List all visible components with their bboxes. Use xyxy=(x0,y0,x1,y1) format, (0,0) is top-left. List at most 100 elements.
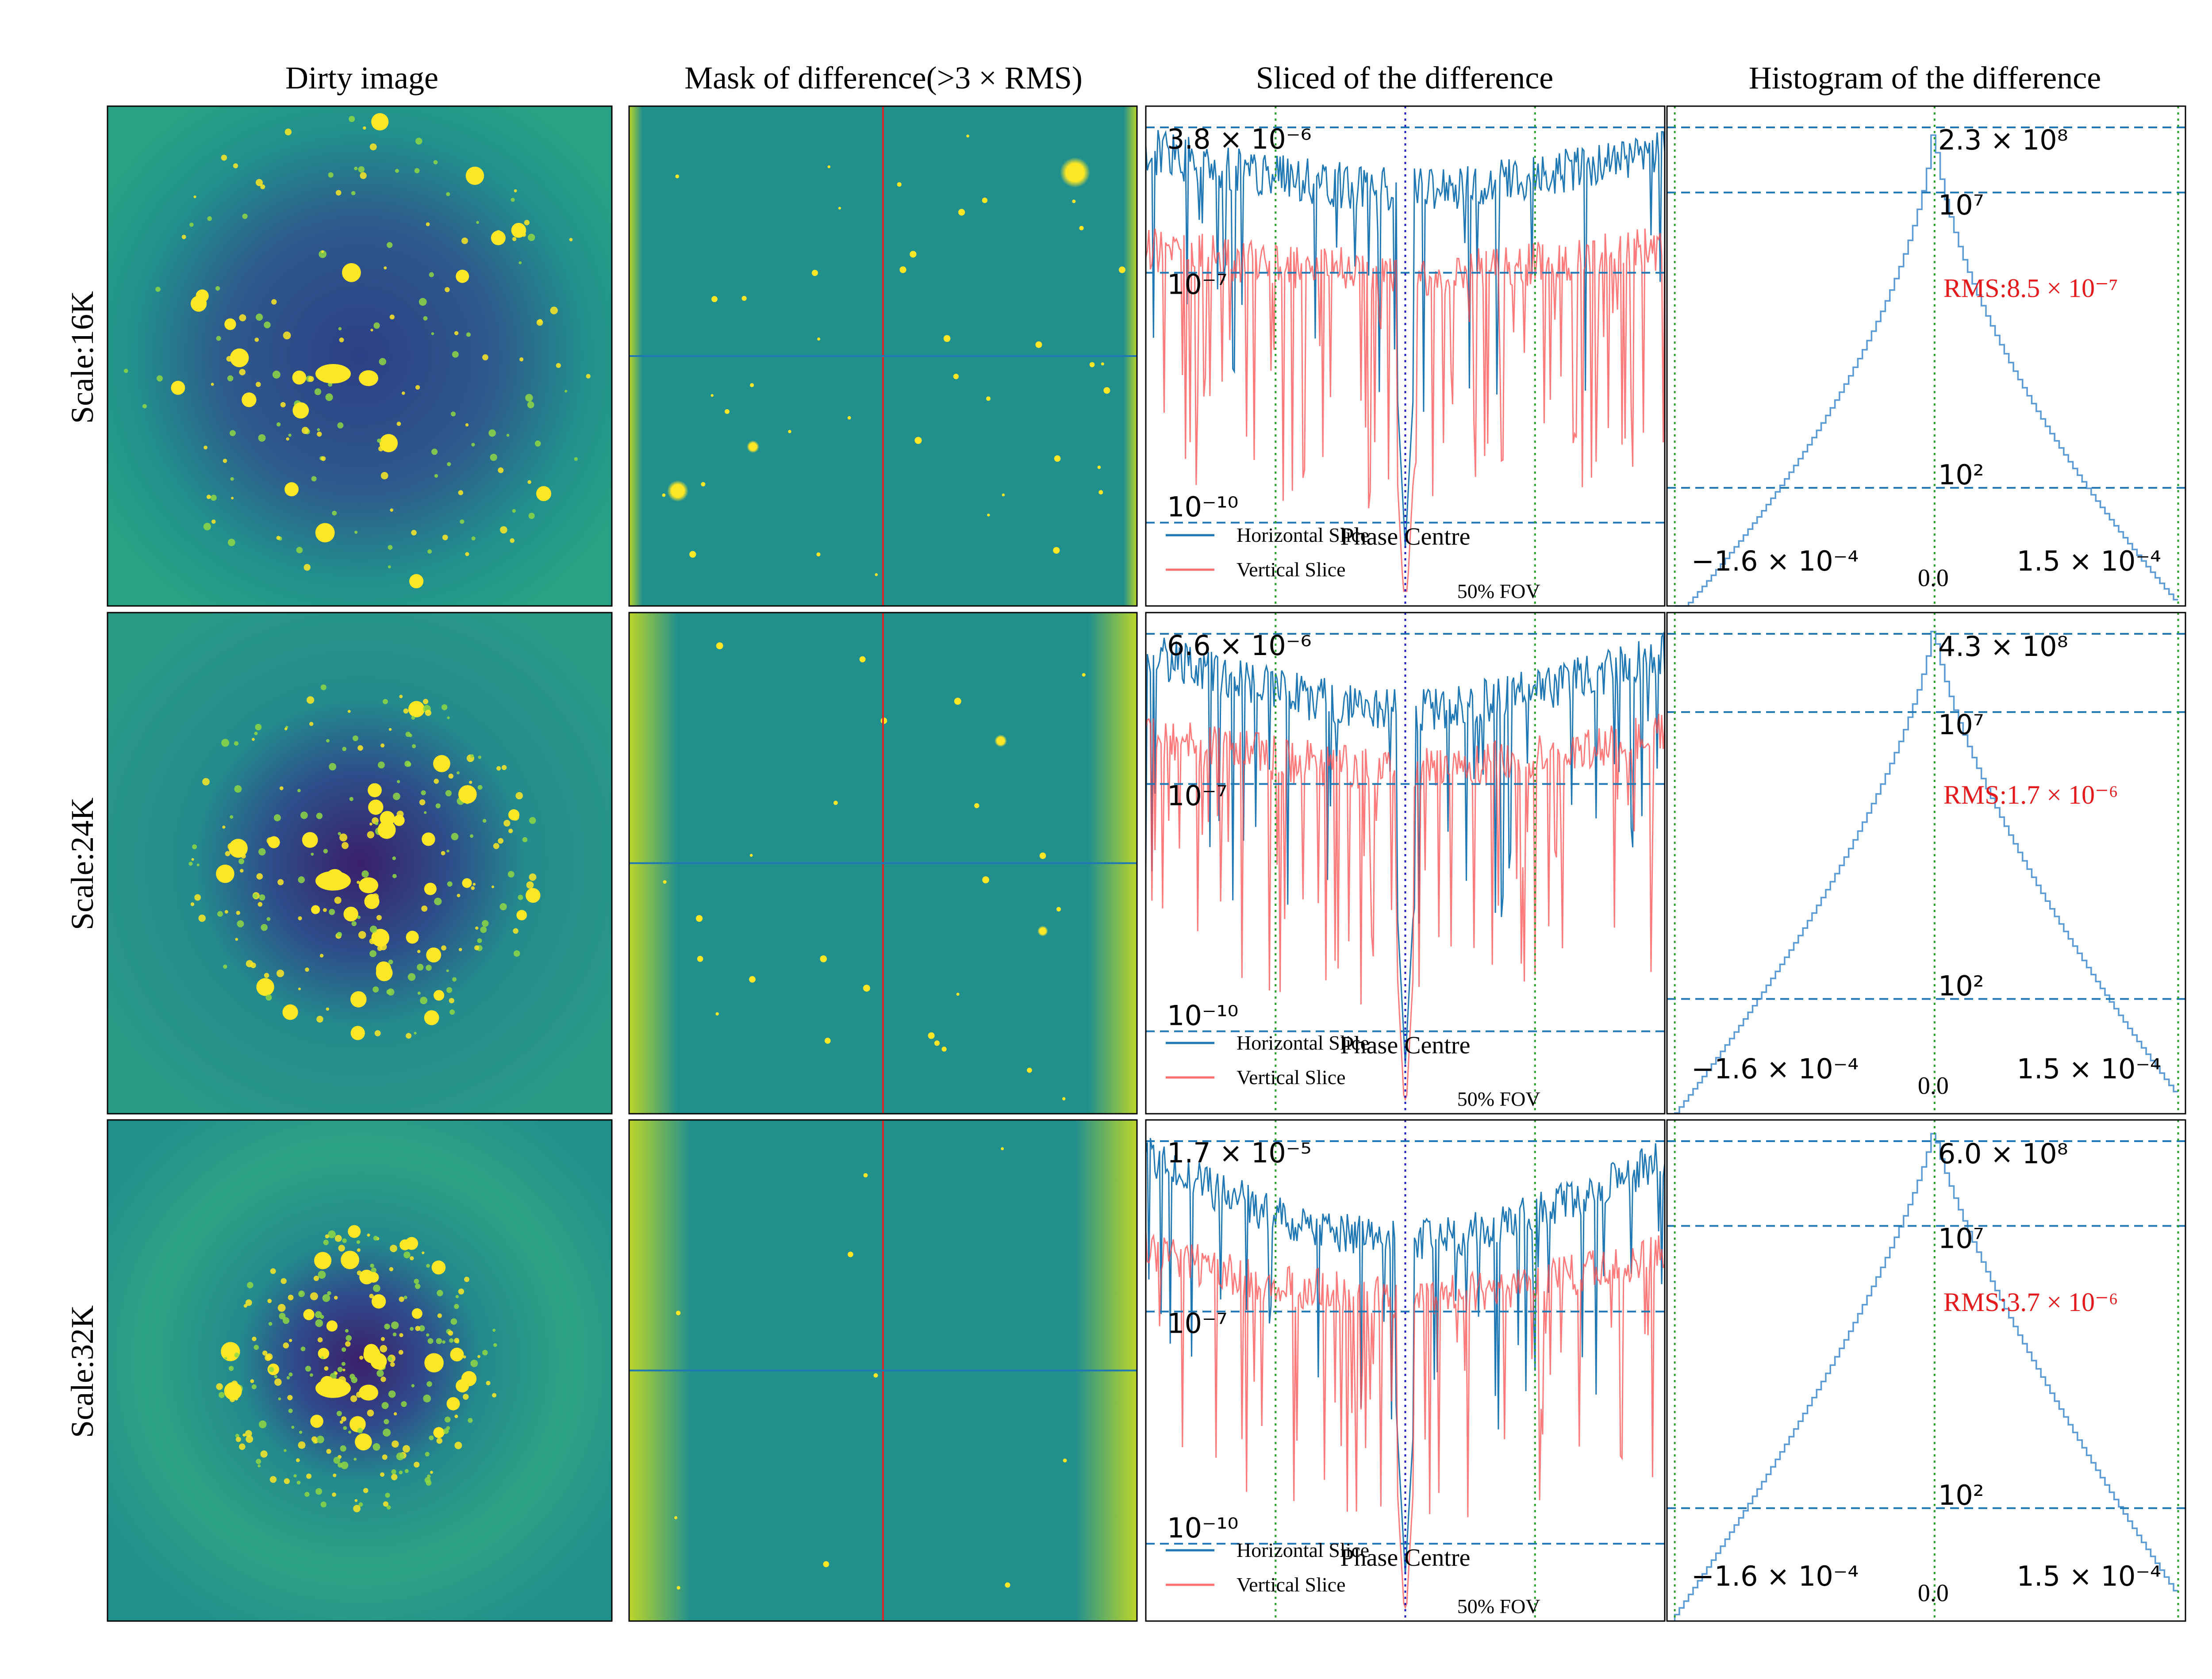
source-blob xyxy=(230,430,236,437)
source-blob xyxy=(287,1395,293,1400)
source-blob xyxy=(402,391,405,395)
source-blob xyxy=(221,154,227,161)
panel-frame xyxy=(628,612,1138,1115)
source-blob xyxy=(500,526,507,534)
source-blob xyxy=(367,1233,370,1237)
source-blob xyxy=(313,1276,319,1281)
slice-mid-label: 10⁻⁷ xyxy=(1167,1307,1227,1339)
source-blob xyxy=(393,1412,397,1416)
source-blob xyxy=(436,1338,442,1344)
mask-point xyxy=(811,270,818,276)
source-blob xyxy=(528,513,535,519)
source-blob xyxy=(511,198,515,202)
source-blob xyxy=(426,1333,430,1337)
source-blob xyxy=(449,1338,454,1343)
hist-xmin-label: −1.6 × 10⁻⁴ xyxy=(1691,1560,1859,1592)
source-blob xyxy=(342,747,347,751)
source-blob xyxy=(465,423,469,427)
source-blob xyxy=(342,1368,346,1372)
source-blob xyxy=(269,1367,274,1372)
source-blob xyxy=(415,1283,421,1289)
source-blob xyxy=(338,1245,345,1252)
source-blob xyxy=(410,1326,414,1331)
source-blob xyxy=(443,1428,449,1434)
source-blob xyxy=(446,1397,460,1411)
source-blob xyxy=(326,739,330,743)
source-blob xyxy=(315,523,335,543)
source-blob xyxy=(461,238,468,244)
source-blob xyxy=(380,1376,386,1382)
source-blob xyxy=(406,931,419,944)
source-blob xyxy=(482,819,487,823)
source-blob xyxy=(427,1338,434,1344)
source-blob xyxy=(373,1284,380,1292)
slice-chart-24k: 6.6 × 10⁻⁶ 10⁻⁷ 10⁻¹⁰ Phase Centre 50% FOV Ho… xyxy=(1145,612,1666,1115)
source-blob xyxy=(341,1461,349,1469)
source-blob xyxy=(253,1345,259,1350)
panel-frame xyxy=(1145,1119,1666,1622)
mask-point xyxy=(897,182,902,187)
source-blob xyxy=(234,741,239,746)
source-blob xyxy=(280,1278,287,1284)
source-blob xyxy=(206,494,211,499)
source-blob xyxy=(464,1276,469,1282)
source-blob xyxy=(239,1443,246,1450)
source-blob xyxy=(492,886,494,888)
source-blob xyxy=(234,785,242,793)
mask-point xyxy=(716,642,723,649)
source-blob xyxy=(353,1505,361,1513)
source-blob xyxy=(278,1397,281,1400)
source-blob xyxy=(326,1320,338,1332)
source-blob xyxy=(358,1502,363,1507)
source-blob xyxy=(288,433,292,437)
mask-point xyxy=(662,493,666,497)
source-blob xyxy=(388,728,392,731)
source-blob xyxy=(419,298,427,306)
source-blob xyxy=(463,1394,469,1400)
source-blob xyxy=(384,266,387,270)
mask-point xyxy=(750,383,754,387)
source-blob xyxy=(437,1290,443,1296)
mask-point xyxy=(676,1311,681,1315)
source-blob xyxy=(371,1267,376,1273)
source-blob xyxy=(369,950,376,958)
source-blob xyxy=(276,970,284,978)
fov-label: 50% FOV xyxy=(1457,580,1540,602)
source-blob xyxy=(223,459,227,463)
source-blob xyxy=(341,1250,359,1269)
source-blob xyxy=(376,1369,384,1377)
source-blob xyxy=(451,411,456,417)
source-blob xyxy=(369,822,373,826)
source-blob xyxy=(284,1478,290,1484)
source-blob xyxy=(327,1291,331,1296)
source-blob xyxy=(442,534,448,540)
mask-point xyxy=(725,409,730,414)
source-blob xyxy=(424,1010,439,1025)
source-blob xyxy=(273,814,281,821)
source-blob xyxy=(392,1440,399,1448)
source-blob xyxy=(338,327,342,330)
source-blob xyxy=(319,954,324,958)
source-blob xyxy=(314,1252,332,1269)
source-blob xyxy=(188,862,193,866)
mask-point xyxy=(847,416,851,420)
source-blob xyxy=(321,456,326,461)
source-blob xyxy=(377,820,396,839)
source-blob xyxy=(403,1296,407,1300)
source-blob xyxy=(388,959,393,965)
source-blob xyxy=(386,1505,391,1510)
source-blob xyxy=(511,222,526,238)
source-blob xyxy=(480,926,487,933)
mask-point xyxy=(701,482,706,487)
source-blob xyxy=(357,745,363,751)
source-blob xyxy=(296,1458,300,1462)
source-blob xyxy=(360,172,367,179)
source-blob xyxy=(311,905,320,914)
source-blob xyxy=(359,1356,364,1360)
source-blob xyxy=(391,1474,398,1480)
dirty-image-background xyxy=(108,1120,612,1621)
mask-panels xyxy=(628,105,1138,1622)
mask-point xyxy=(676,1586,680,1590)
hist-mid-label: 10⁷ xyxy=(1938,1223,1984,1255)
mask-point xyxy=(1035,341,1042,348)
